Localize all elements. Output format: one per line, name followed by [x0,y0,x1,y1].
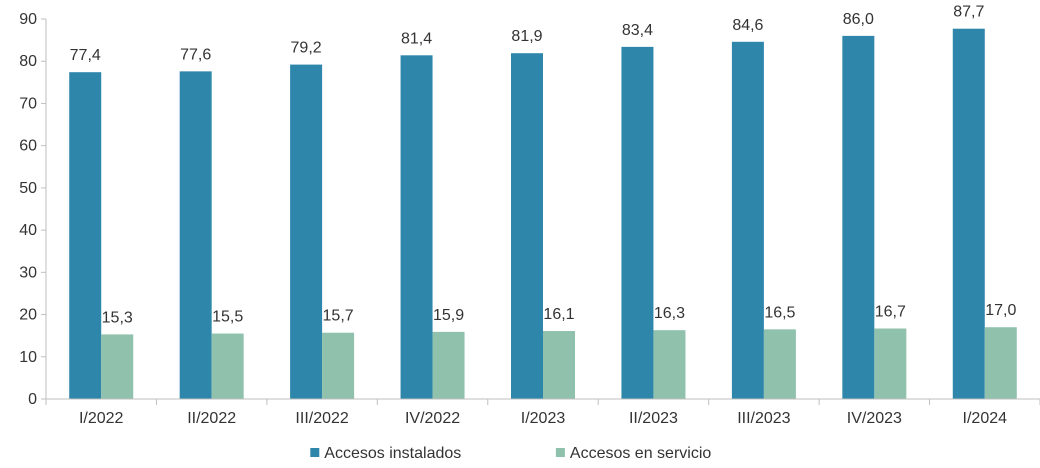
bar-accesos-instalados [621,46,654,399]
data-label: 83,4 [622,22,653,39]
x-tick-label: II/2022 [187,410,236,427]
bar-accesos-instalados [179,71,212,399]
x-tick-label: I/2022 [79,410,124,427]
legend-swatch [310,448,320,457]
x-tick-label: I/2024 [963,410,1008,427]
y-axis: 0 10 20 30 40 50 60 70 80 90 [19,11,47,408]
data-label: 81,4 [401,30,432,47]
bars [69,28,1017,400]
y-tick-label: 90 [19,11,37,28]
legend-label: Accesos en servicio [570,445,711,462]
legend-swatch [555,448,565,457]
data-label: 77,4 [70,47,101,64]
y-tick-label: 70 [19,95,37,112]
data-label: 15,9 [433,307,464,324]
bar-accesos-en-servicio [101,334,134,399]
y-tick-label: 30 [19,264,37,281]
bar-accesos-en-servicio [543,331,575,399]
data-label: 15,7 [323,308,354,325]
x-tick-label: IV/2022 [405,410,460,427]
data-label: 15,5 [212,309,243,326]
bar-accesos-instalados [290,64,323,399]
y-tick-label: 50 [19,180,37,197]
data-label: 15,3 [102,309,133,326]
bar-accesos-en-servicio [322,332,355,399]
data-label: 17,0 [985,302,1016,319]
bar-accesos-instalados [511,53,543,399]
y-tick-label: 0 [28,391,37,408]
x-tick-label: III/2023 [737,410,790,427]
value-labels: 77,4 77,6 79,2 81,4 81,9 83,4 84,6 86,0 87,7 15,3… [70,4,1017,327]
y-tick-label: 20 [19,307,37,324]
bar-accesos-instalados [400,55,433,400]
y-tick-label: 60 [19,138,37,155]
bar-accesos-en-servicio [211,333,244,399]
y-tick-label: 80 [19,53,37,70]
bar-accesos-en-servicio [432,331,465,399]
data-label: 16,5 [764,304,795,321]
y-tick-label: 10 [19,349,37,366]
data-label: 16,1 [543,306,574,323]
x-tick-label: III/2022 [295,410,348,427]
bar-accesos-instalados [842,35,875,400]
x-tick-label: I/2023 [521,410,566,427]
bar-accesos-en-servicio [653,330,686,399]
x-axis: I/2022 II/2022 III/2022 IV/2022 I/2023 II/202… [45,398,1040,427]
data-label: 86,0 [843,11,874,28]
legend: Accesos instalados Accesos en servicio [310,445,711,462]
bar-accesos-en-servicio [763,329,796,399]
data-label: 16,7 [875,303,906,320]
data-label: 77,6 [180,46,211,63]
bar-accesos-instalados [731,41,764,400]
data-label: 79,2 [291,40,322,57]
bar-accesos-en-servicio [984,327,1017,399]
data-label: 81,9 [511,28,542,45]
x-tick-label: IV/2023 [847,410,902,427]
bar-accesos-en-servicio [874,328,907,399]
bar-accesos-instalados [69,72,102,399]
data-label: 16,3 [654,305,685,322]
y-tick-label: 40 [19,222,37,239]
legend-label: Accesos instalados [324,445,461,462]
x-tick-label: II/2023 [629,410,678,427]
data-label: 84,6 [732,17,763,34]
bar-accesos-instalados [952,28,985,399]
data-label: 87,7 [953,4,984,21]
